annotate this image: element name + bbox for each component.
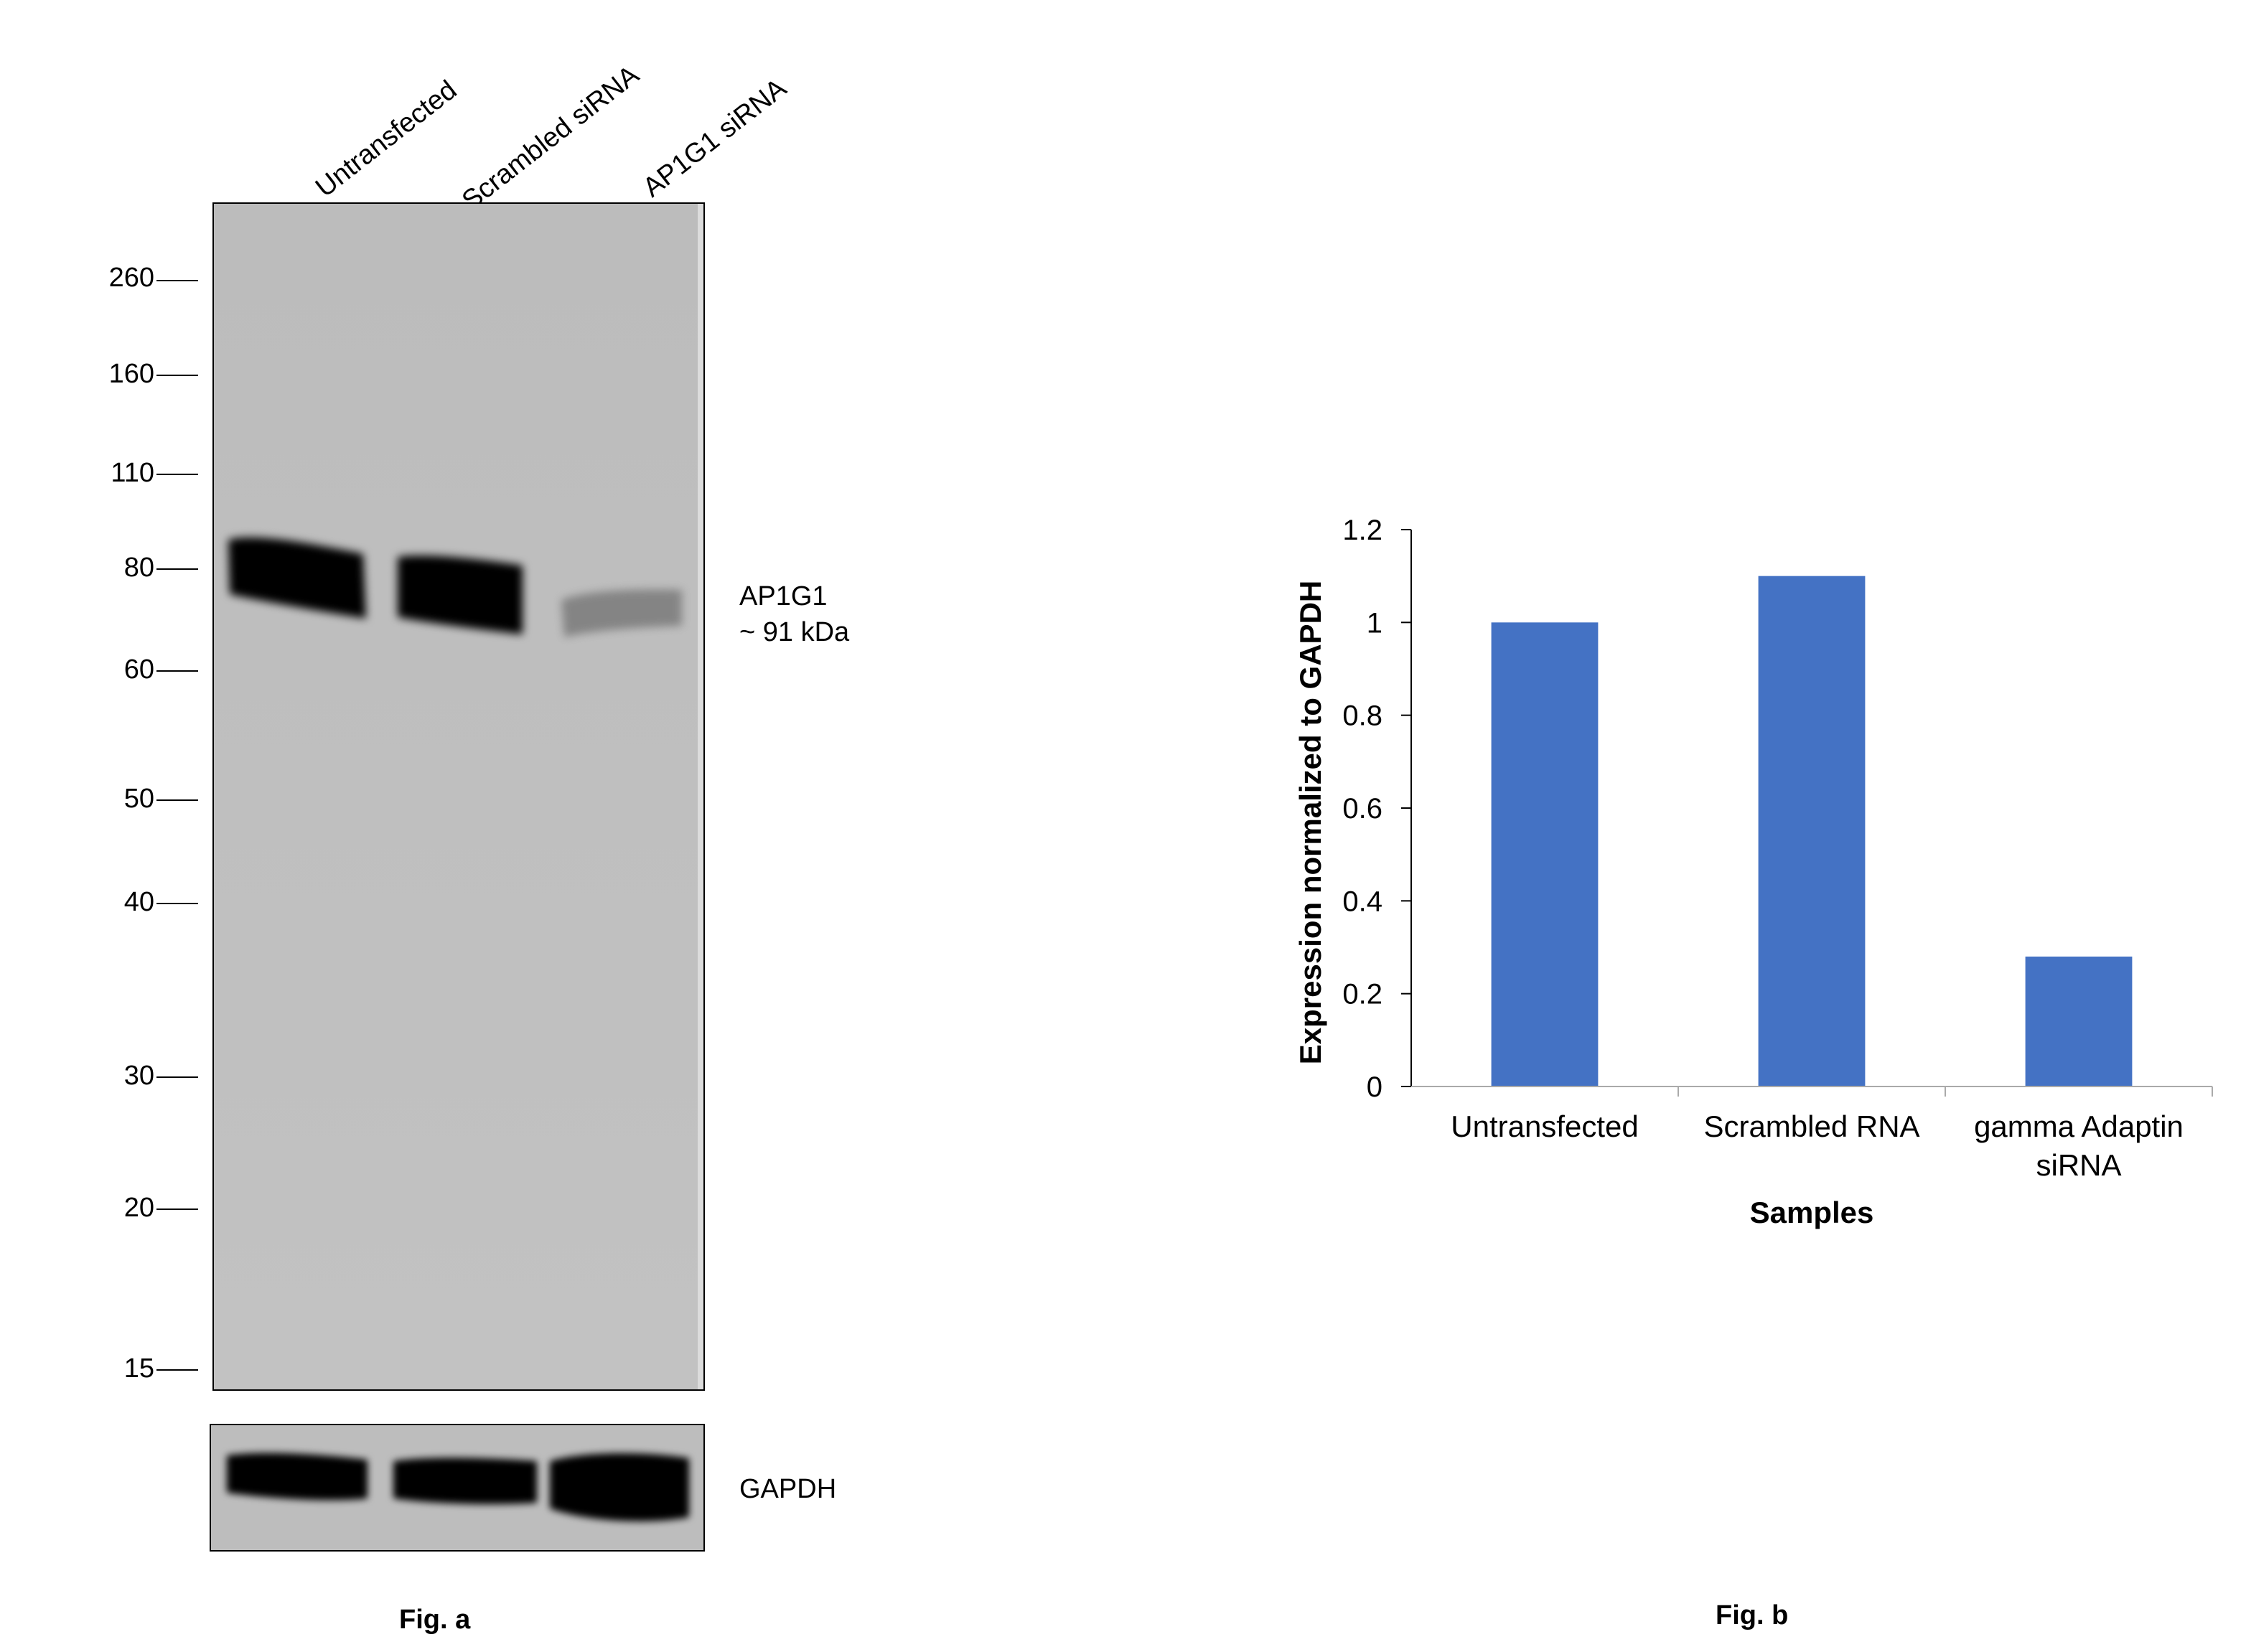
figure-b-caption: Fig. b <box>1716 1600 1789 1630</box>
mw-tick-60 <box>156 670 198 672</box>
ap1g1-band-label: AP1G1 ~ 91 kDa <box>739 578 849 650</box>
mw-marker-20: 20 <box>123 1193 154 1223</box>
y-tick-label: 1.2 <box>1342 515 1382 546</box>
mw-marker-50: 50 <box>123 784 154 814</box>
x-tick-label-line: gamma Adaptin <box>1974 1109 2184 1143</box>
expression-bar-chart: 0 0.2 0.4 0.6 0.8 1 1.2 Untransfected Scrambled… <box>1293 515 2213 1229</box>
y-axis-title: Expression normalized to GAPDH <box>1293 581 1327 1064</box>
x-axis-ticks: Untransfected Scrambled RNA gamma Adaptin s… <box>1451 1087 2213 1182</box>
x-axis-title: Samples <box>1750 1196 1874 1229</box>
mw-tick-110 <box>156 474 198 475</box>
mw-marker-110: 110 <box>111 458 154 488</box>
mw-marker-260: 260 <box>108 263 154 293</box>
mw-tick-260 <box>156 280 198 281</box>
gapdh-band-lane-3 <box>550 1453 689 1521</box>
x-tick-label: gamma Adaptin siRNA <box>1974 1109 2184 1182</box>
gapdh-band-lane-1 <box>227 1452 368 1501</box>
blot-membrane-background <box>212 202 705 1391</box>
y-tick-label: 0.8 <box>1342 700 1382 732</box>
mw-marker-40: 40 <box>123 887 154 917</box>
x-tick-label: Scrambled RNA <box>1703 1109 1919 1143</box>
ap1g1-molecular-weight: ~ 91 kDa <box>739 617 850 647</box>
mw-marker-80: 80 <box>123 553 154 583</box>
mw-marker-30: 30 <box>123 1061 154 1091</box>
ap1g1-protein-name: AP1G1 <box>739 581 828 611</box>
y-tick-label: 0 <box>1367 1071 1382 1103</box>
x-tick-label-line: siRNA <box>2036 1148 2121 1182</box>
lane-label-ap1g1-sirna: AP1G1 siRNA <box>637 72 792 204</box>
western-blot-panel: Untransfected Scrambled siRNA AP1G1 siRN… <box>0 0 933 1652</box>
mw-marker-60: 60 <box>123 654 154 685</box>
blot-membrane-edge <box>698 204 703 1389</box>
lane-label-scrambled-sirna: Scrambled siRNA <box>457 60 645 217</box>
x-tick-label-line: Untransfected <box>1451 1109 1638 1143</box>
mw-tick-20 <box>156 1209 198 1210</box>
y-axis-ticks: 0 0.2 0.4 0.6 0.8 1 1.2 <box>1342 515 1411 1103</box>
y-tick-label: 1 <box>1367 607 1382 639</box>
x-tick-label: Untransfected <box>1451 1109 1638 1143</box>
mw-marker-160: 160 <box>108 359 154 389</box>
bar-2 <box>1758 576 1866 1087</box>
blot-membrane <box>212 202 705 1391</box>
y-tick-label: 0.6 <box>1342 793 1382 825</box>
mw-tick-30 <box>156 1076 198 1078</box>
bar-series <box>1491 576 2133 1087</box>
ap1g1-band-lane-1 <box>228 537 366 619</box>
gapdh-band-lane-2 <box>393 1458 537 1504</box>
mw-tick-80 <box>156 568 198 570</box>
gapdh-blot-strip <box>210 1424 705 1552</box>
ap1g1-band-lane-2 <box>398 555 523 634</box>
ap1g1-band-lane-3 <box>561 589 682 637</box>
mw-tick-40 <box>156 903 198 904</box>
bar-1 <box>1491 622 1599 1087</box>
y-tick-label: 0.2 <box>1342 979 1382 1010</box>
mw-tick-160 <box>156 375 198 376</box>
bar-3 <box>2025 956 2133 1087</box>
lane-label-untransfected: Untransfected <box>310 75 463 204</box>
gapdh-label: GAPDH <box>739 1474 837 1504</box>
x-tick-label-line: Scrambled RNA <box>1703 1109 1919 1143</box>
mw-tick-15 <box>156 1369 198 1371</box>
mw-tick-50 <box>156 799 198 801</box>
y-tick-label: 0.4 <box>1342 886 1382 917</box>
figure-a-caption: Fig. a <box>399 1605 471 1635</box>
mw-marker-15: 15 <box>123 1353 154 1384</box>
